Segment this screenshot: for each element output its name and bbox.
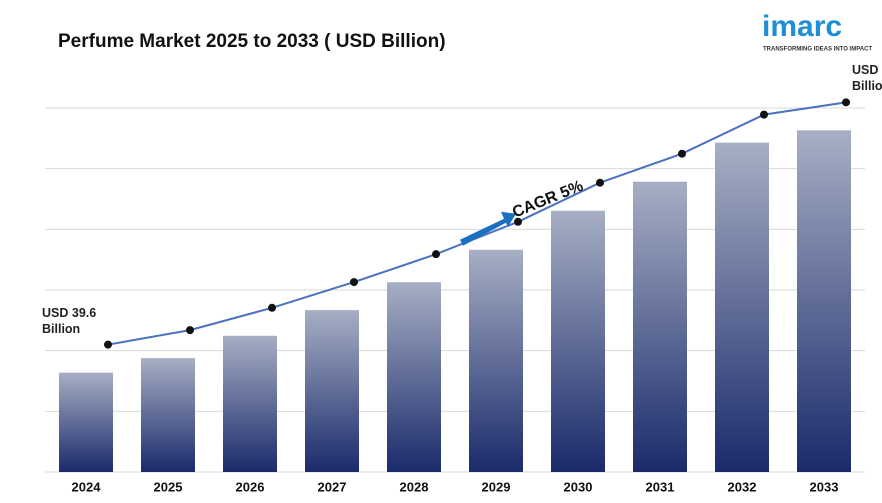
x-tick-label: 2028 — [400, 479, 429, 494]
trend-point — [514, 217, 522, 226]
bar — [715, 142, 769, 472]
logo-name: imarc — [762, 10, 842, 43]
x-tick-label: 2024 — [72, 479, 102, 494]
bar — [305, 310, 359, 472]
logo-tagline: TRANSFORMING IDEAS INTO IMPACT — [763, 47, 872, 53]
trend-point — [842, 98, 850, 107]
bar — [59, 372, 113, 472]
x-tick-label: 2027 — [318, 479, 347, 494]
bar — [633, 181, 687, 473]
bar — [469, 249, 523, 472]
bar — [797, 130, 851, 472]
x-tick-label: 2026 — [236, 479, 265, 494]
trend-point — [678, 149, 686, 158]
trend-point — [104, 340, 112, 349]
cagr-arrow — [460, 211, 516, 246]
trend-point — [760, 110, 768, 119]
x-tick-label: 2030 — [564, 479, 593, 494]
x-tick-label: 2033 — [810, 479, 839, 494]
value-label: USD 39.6 Billion — [42, 305, 97, 336]
value-label: USD 61.3 Billion — [852, 63, 882, 94]
bar — [223, 335, 277, 472]
trend-point — [268, 303, 276, 312]
x-tick-label: 2029 — [482, 479, 511, 494]
bar — [141, 358, 195, 472]
trend-point — [350, 278, 358, 287]
bar — [551, 210, 605, 472]
bar — [387, 282, 441, 472]
trend-point — [186, 326, 194, 335]
x-tick-label: 2025 — [154, 479, 183, 494]
trend-point — [432, 250, 440, 259]
x-tick-label: 2031 — [646, 479, 675, 494]
x-tick-label: 2032 — [728, 479, 757, 494]
trend-point — [596, 178, 604, 187]
chart-title: Perfume Market 2025 to 2033 ( USD Billio… — [58, 31, 446, 52]
